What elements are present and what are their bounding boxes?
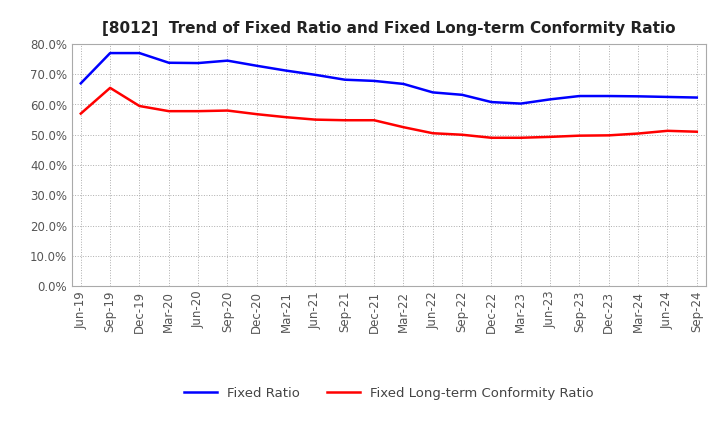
- Fixed Ratio: [223, 58, 232, 63]
- Fixed Long-term Conformity Ratio: [458, 132, 467, 137]
- Fixed Ratio: [663, 94, 672, 99]
- Fixed Long-term Conformity Ratio: [311, 117, 320, 122]
- Fixed Long-term Conformity Ratio: [487, 135, 496, 140]
- Fixed Long-term Conformity Ratio: [76, 111, 85, 116]
- Fixed Long-term Conformity Ratio: [634, 131, 642, 136]
- Fixed Ratio: [76, 81, 85, 86]
- Fixed Ratio: [282, 68, 290, 73]
- Fixed Ratio: [106, 51, 114, 56]
- Fixed Long-term Conformity Ratio: [135, 103, 144, 109]
- Fixed Long-term Conformity Ratio: [605, 133, 613, 138]
- Fixed Ratio: [487, 99, 496, 105]
- Fixed Long-term Conformity Ratio: [164, 109, 173, 114]
- Fixed Long-term Conformity Ratio: [663, 128, 672, 133]
- Fixed Ratio: [546, 97, 554, 102]
- Line: Fixed Ratio: Fixed Ratio: [81, 53, 697, 103]
- Fixed Ratio: [575, 93, 584, 99]
- Fixed Ratio: [693, 95, 701, 100]
- Fixed Ratio: [341, 77, 349, 82]
- Fixed Long-term Conformity Ratio: [223, 108, 232, 113]
- Fixed Ratio: [135, 51, 144, 56]
- Fixed Long-term Conformity Ratio: [428, 131, 437, 136]
- Fixed Long-term Conformity Ratio: [194, 109, 202, 114]
- Fixed Ratio: [428, 90, 437, 95]
- Fixed Long-term Conformity Ratio: [106, 85, 114, 91]
- Legend: Fixed Ratio, Fixed Long-term Conformity Ratio: Fixed Ratio, Fixed Long-term Conformity …: [179, 381, 599, 405]
- Fixed Ratio: [311, 72, 320, 77]
- Fixed Ratio: [399, 81, 408, 87]
- Fixed Ratio: [605, 93, 613, 99]
- Fixed Ratio: [194, 60, 202, 66]
- Fixed Long-term Conformity Ratio: [516, 135, 525, 140]
- Fixed Ratio: [516, 101, 525, 106]
- Title: [8012]  Trend of Fixed Ratio and Fixed Long-term Conformity Ratio: [8012] Trend of Fixed Ratio and Fixed Lo…: [102, 21, 675, 36]
- Line: Fixed Long-term Conformity Ratio: Fixed Long-term Conformity Ratio: [81, 88, 697, 138]
- Fixed Ratio: [458, 92, 467, 97]
- Fixed Long-term Conformity Ratio: [370, 117, 379, 123]
- Fixed Long-term Conformity Ratio: [341, 117, 349, 123]
- Fixed Long-term Conformity Ratio: [546, 134, 554, 139]
- Fixed Long-term Conformity Ratio: [282, 114, 290, 120]
- Fixed Long-term Conformity Ratio: [253, 111, 261, 117]
- Fixed Long-term Conformity Ratio: [693, 129, 701, 134]
- Fixed Ratio: [164, 60, 173, 66]
- Fixed Long-term Conformity Ratio: [575, 133, 584, 138]
- Fixed Ratio: [253, 63, 261, 68]
- Fixed Long-term Conformity Ratio: [399, 125, 408, 130]
- Fixed Ratio: [634, 94, 642, 99]
- Fixed Ratio: [370, 78, 379, 84]
